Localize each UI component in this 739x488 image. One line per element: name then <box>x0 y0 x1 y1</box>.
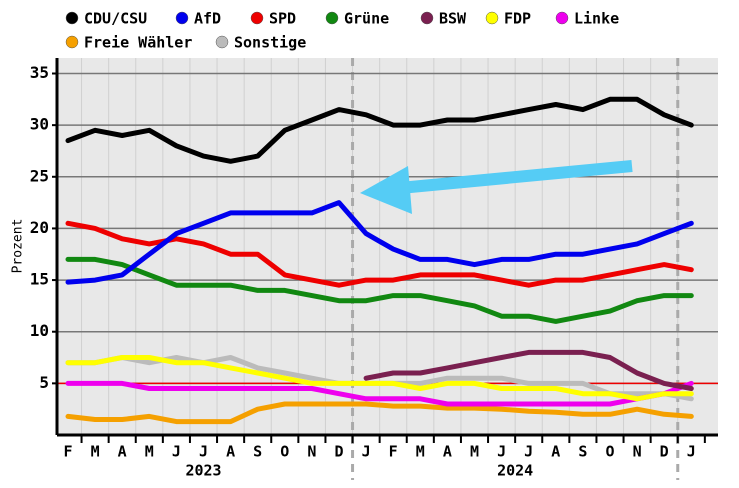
x-tick-label: F <box>63 443 72 461</box>
legend-label: Sonstige <box>234 34 306 52</box>
x-tick-label: J <box>362 443 371 461</box>
x-tick-label: O <box>280 443 289 461</box>
x-tick-label: M <box>470 443 479 461</box>
legend-marker <box>555 11 569 25</box>
legend: CDU/CSU AfD SPD Grüne BSW FDP Linke Freie Wähle… <box>65 10 619 52</box>
legend-marker <box>65 35 79 49</box>
x-tick-label: M <box>416 443 425 461</box>
x-tick-label: N <box>633 443 642 461</box>
x-tick-label: A <box>118 443 127 461</box>
x-tick-label: O <box>605 443 614 461</box>
legend-label: Linke <box>574 10 619 28</box>
x-tick-label: S <box>253 443 262 461</box>
y-tick-label: 10 <box>30 321 49 340</box>
year-label: 2024 <box>497 462 533 480</box>
y-tick-label: 15 <box>30 270 49 289</box>
plot <box>57 58 718 480</box>
x-tick-label: M <box>91 443 100 461</box>
x-tick-label: A <box>551 443 560 461</box>
y-tick-label: 20 <box>30 218 49 237</box>
x-tick-label: F <box>389 443 398 461</box>
x-tick-label: J <box>687 443 696 461</box>
series-line <box>65 355 694 402</box>
legend-marker <box>250 11 264 25</box>
legend-marker <box>420 11 434 25</box>
x-tick-label: J <box>497 443 506 461</box>
legend-label: FDP <box>504 10 531 28</box>
legend-label: CDU/CSU <box>84 10 147 28</box>
legend-label: Freie Wähler <box>84 34 192 52</box>
series-line <box>65 200 694 285</box>
x-tick-label: N <box>307 443 316 461</box>
series-line <box>65 380 694 407</box>
x-tick-label: D <box>334 443 343 461</box>
series-line <box>65 256 694 324</box>
legend-label: Grüne <box>344 10 389 28</box>
x-tick-label: S <box>578 443 587 461</box>
x-tick-label: D <box>660 443 669 461</box>
series-line <box>363 349 694 391</box>
y-tick-label: 25 <box>30 166 49 185</box>
x-tick-label: J <box>524 443 533 461</box>
legend-label: AfD <box>194 10 221 28</box>
y-tick-label: 35 <box>30 63 49 82</box>
legend-label: SPD <box>269 10 296 28</box>
year-label: 2023 <box>185 462 221 480</box>
y-axis-label: Prozent <box>11 219 26 274</box>
legend-marker <box>485 11 499 25</box>
x-tick-label: M <box>145 443 154 461</box>
x-tick-label: J <box>199 443 208 461</box>
x-tick-label: J <box>172 443 181 461</box>
legend-marker <box>65 11 79 25</box>
series-line <box>65 401 694 425</box>
y-tick-label: 30 <box>30 115 49 134</box>
y-tick-label: 5 <box>39 373 49 392</box>
series-line <box>65 96 694 164</box>
x-tick-label: A <box>443 443 452 461</box>
x-tick-label: A <box>226 443 235 461</box>
legend-marker <box>215 35 229 49</box>
legend-marker <box>175 11 189 25</box>
legend-marker <box>325 11 339 25</box>
arrow <box>360 160 633 214</box>
legend-label: BSW <box>439 10 467 28</box>
